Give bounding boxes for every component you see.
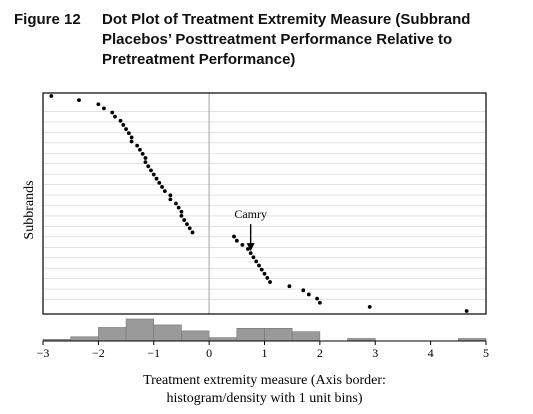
data-point <box>251 255 256 260</box>
data-points <box>49 94 469 313</box>
data-point <box>49 94 54 98</box>
data-point <box>135 143 140 148</box>
data-point <box>110 110 115 115</box>
histogram-bar <box>125 318 155 342</box>
x-tick-label: 1 <box>262 346 268 360</box>
data-point <box>259 267 264 272</box>
plot-frame <box>42 92 487 315</box>
histogram-bar <box>236 328 265 342</box>
data-point <box>185 222 189 227</box>
data-point <box>301 288 306 293</box>
histogram-bar <box>153 324 182 342</box>
data-point <box>149 168 153 173</box>
data-point <box>182 218 187 222</box>
data-point <box>129 139 134 144</box>
x-tick-label: 4 <box>428 346 434 360</box>
data-point <box>143 156 148 160</box>
data-point <box>248 251 253 256</box>
data-point <box>306 292 311 297</box>
x-tick-label: −1 <box>147 346 160 360</box>
data-point <box>154 176 159 181</box>
x-tick-label: 2 <box>317 346 323 360</box>
data-point <box>113 114 117 119</box>
figure-title: Dot Plot of Treatment Extremity Measure … <box>102 11 471 68</box>
data-point <box>146 164 151 169</box>
data-point <box>254 259 259 264</box>
data-point <box>96 102 101 107</box>
data-point <box>315 296 320 301</box>
x-tick-label: 5 <box>483 346 489 360</box>
data-point <box>174 201 178 206</box>
annotation-arrow-head <box>246 243 255 252</box>
data-point <box>157 180 162 185</box>
histogram-bar <box>181 330 210 342</box>
data-point <box>168 193 173 198</box>
data-point <box>262 271 267 276</box>
grid-lines <box>43 111 486 300</box>
data-point <box>187 226 192 231</box>
data-point <box>232 234 236 239</box>
histogram-bar <box>70 336 99 342</box>
x-tick-label: −2 <box>92 346 105 360</box>
data-point <box>140 151 145 156</box>
x-axis-label-line-2: histogram/density with 1 unit bins) <box>167 391 363 406</box>
data-point <box>121 123 126 127</box>
data-point <box>126 131 131 136</box>
data-point <box>162 189 167 193</box>
data-point <box>367 304 372 309</box>
data-point <box>179 214 184 218</box>
data-point <box>151 172 156 177</box>
histogram-border <box>42 318 487 342</box>
x-tick-label: 3 <box>372 346 378 360</box>
data-point <box>240 242 245 247</box>
data-point <box>179 209 184 214</box>
data-point <box>118 118 123 123</box>
x-tick-label: −3 <box>37 346 50 360</box>
data-point <box>287 284 292 289</box>
data-point <box>257 263 261 268</box>
histogram-bar <box>98 327 127 342</box>
data-point <box>190 230 195 235</box>
data-point <box>317 300 322 305</box>
data-point <box>234 238 239 243</box>
data-point <box>138 147 142 152</box>
data-point <box>124 127 128 131</box>
histogram-bar <box>264 328 293 342</box>
annotation-label: Camry <box>234 207 267 221</box>
y-axis-label: Subbrands <box>22 180 37 239</box>
data-point <box>265 276 270 280</box>
data-point <box>176 205 181 210</box>
data-point <box>102 106 106 111</box>
data-point <box>160 185 164 189</box>
data-point <box>143 160 148 165</box>
data-point <box>464 309 469 313</box>
data-point <box>77 98 81 103</box>
data-point <box>268 280 272 284</box>
x-tick-label: 0 <box>206 346 212 360</box>
data-point <box>168 197 173 202</box>
x-axis-label-line-1: Treatment extremity measure (Axis border… <box>143 373 386 388</box>
x-axis-ticks: −3 −2 −1 0 1 2 3 4 5 <box>37 341 489 360</box>
data-point <box>129 135 134 140</box>
camry-annotation: Camry <box>234 207 267 252</box>
histogram-bar <box>291 331 321 342</box>
data-point <box>245 247 250 251</box>
figure-number: Figure 12 <box>14 11 81 28</box>
histogram-bar <box>208 337 238 342</box>
